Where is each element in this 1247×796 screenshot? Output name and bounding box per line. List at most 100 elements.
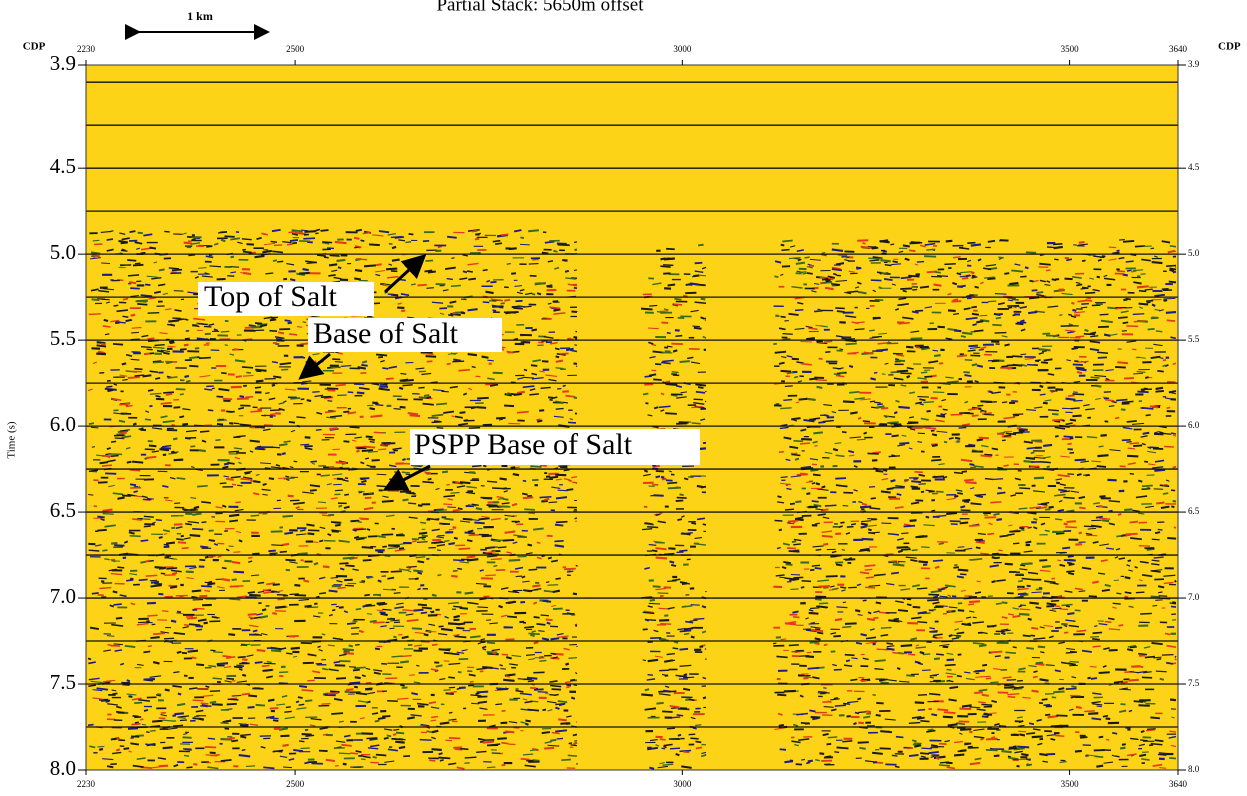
seismic-stroke (222, 568, 227, 569)
seismic-stroke (487, 360, 493, 361)
seismic-stroke (375, 721, 380, 722)
seismic-stroke (276, 339, 282, 340)
seismic-stroke (833, 449, 838, 450)
seismic-stroke (1119, 558, 1125, 559)
seismic-stroke (547, 287, 553, 288)
seismic-stroke (284, 711, 291, 712)
seismic-stroke (402, 472, 410, 473)
seismic-stroke (210, 691, 220, 692)
seismic-stroke (673, 350, 677, 351)
seismic-stroke (421, 612, 427, 613)
seismic-stroke (573, 734, 577, 735)
seismic-stroke (177, 652, 181, 653)
seismic-stroke (1032, 691, 1039, 692)
seismic-stroke (452, 654, 459, 655)
seismic-stroke (1039, 349, 1051, 350)
seismic-stroke (565, 682, 571, 683)
seismic-stroke (424, 270, 432, 271)
seismic-stroke (934, 757, 946, 758)
seismic-stroke (117, 497, 124, 498)
seismic-stroke (102, 550, 107, 551)
seismic-stroke (869, 260, 879, 261)
seismic-stroke (229, 599, 240, 600)
seismic-stroke (424, 395, 429, 396)
seismic-stroke (776, 656, 787, 657)
seismic-stroke (119, 404, 128, 405)
seismic-stroke (106, 701, 110, 702)
seismic-stroke (835, 705, 846, 706)
seismic-stroke (1019, 488, 1030, 489)
seismic-stroke (357, 393, 365, 394)
seismic-stroke (141, 347, 152, 348)
seismic-stroke (572, 482, 577, 483)
seismic-stroke (468, 279, 476, 280)
seismic-stroke (376, 264, 382, 265)
seismic-stroke (449, 738, 460, 739)
seismic-stroke (901, 549, 911, 550)
seismic-stroke (392, 260, 400, 261)
seismic-stroke (1124, 378, 1134, 379)
seismic-stroke (252, 554, 259, 555)
seismic-stroke (417, 572, 421, 573)
seismic-stroke (949, 687, 958, 688)
seismic-stroke (676, 754, 680, 755)
seismic-stroke (812, 501, 819, 502)
seismic-stroke (506, 676, 510, 677)
seismic-stroke (166, 362, 172, 363)
seismic-stroke (644, 507, 647, 508)
seismic-stroke (955, 438, 960, 439)
seismic-stroke (1021, 754, 1028, 755)
seismic-stroke (216, 396, 223, 397)
seismic-stroke (806, 762, 810, 763)
seismic-stroke (174, 407, 181, 408)
seismic-stroke (356, 751, 362, 752)
seismic-stroke (444, 541, 449, 542)
seismic-stroke (524, 370, 527, 371)
seismic-stroke (344, 651, 350, 652)
seismic-stroke (119, 241, 128, 242)
seismic-stroke (917, 397, 929, 398)
seismic-stroke (1036, 361, 1039, 362)
seismic-stroke (933, 350, 938, 351)
seismic-stroke (212, 617, 218, 618)
seismic-stroke (1027, 586, 1031, 587)
seismic-stroke (454, 636, 466, 637)
seismic-stroke (266, 717, 274, 718)
seismic-stroke (938, 327, 945, 328)
seismic-stroke (340, 568, 344, 569)
seismic-stroke (684, 674, 687, 675)
seismic-stroke (191, 618, 197, 619)
seismic-stroke (781, 250, 789, 251)
seismic-stroke (1089, 596, 1097, 597)
seismic-stroke (1048, 410, 1059, 411)
seismic-stroke (956, 723, 965, 724)
seismic-stroke (424, 634, 429, 635)
seismic-stroke (460, 482, 470, 483)
seismic-stroke (1036, 607, 1042, 608)
seismic-stroke (482, 536, 492, 537)
seismic-stroke (828, 737, 838, 738)
seismic-stroke (431, 669, 437, 670)
seismic-stroke (1055, 519, 1062, 520)
seismic-stroke (700, 275, 706, 276)
seismic-stroke (656, 703, 663, 704)
seismic-stroke (268, 551, 275, 552)
seismic-stroke (1004, 465, 1009, 466)
seismic-stroke (532, 294, 535, 295)
seismic-stroke (1143, 433, 1150, 434)
seismic-stroke (232, 695, 242, 696)
seismic-stroke (807, 273, 813, 274)
seismic-stroke (858, 292, 867, 293)
seismic-stroke (316, 596, 320, 597)
seismic-stroke (1114, 682, 1123, 683)
seismic-stroke (957, 493, 963, 494)
seismic-stroke (574, 743, 577, 744)
seismic-stroke (229, 520, 238, 521)
seismic-stroke (660, 739, 666, 740)
seismic-stroke (334, 662, 340, 663)
seismic-stroke (1125, 592, 1132, 593)
seismic-stroke (255, 387, 261, 388)
seismic-stroke (932, 476, 944, 477)
seismic-stroke (1060, 609, 1068, 610)
seismic-stroke (192, 657, 197, 658)
